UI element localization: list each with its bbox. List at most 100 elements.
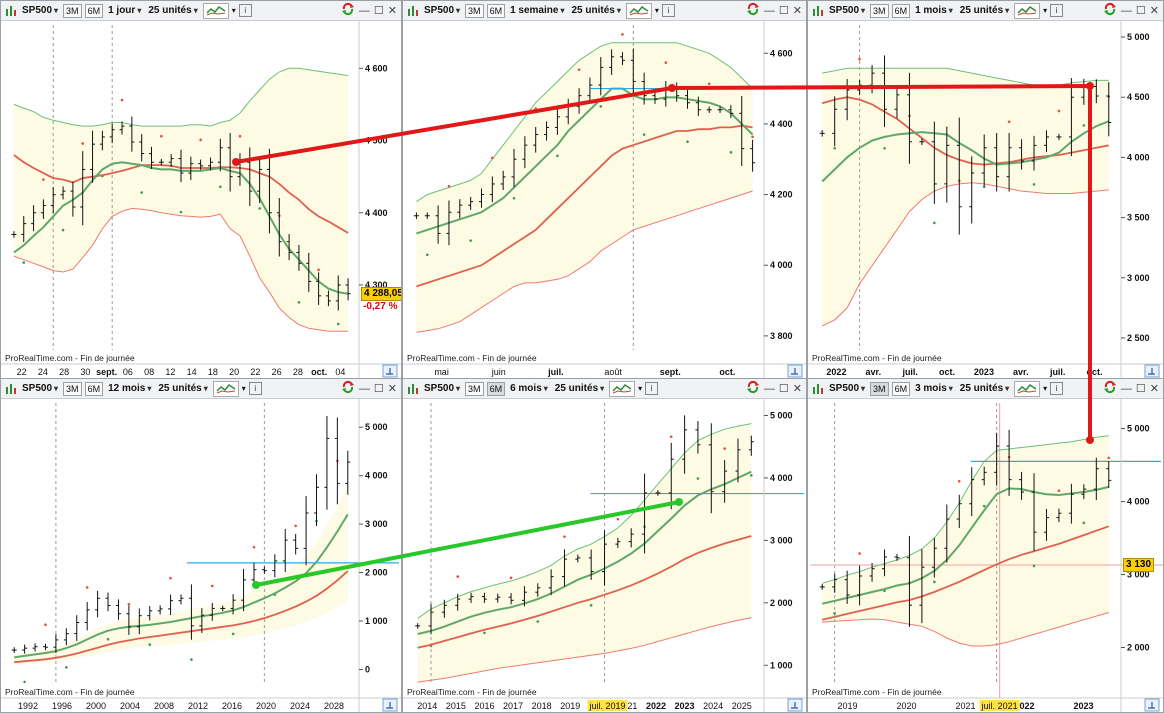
close-icon[interactable]: ✕	[792, 5, 802, 17]
timeframe-3m-button[interactable]: 3M	[870, 3, 889, 18]
close-icon[interactable]: ✕	[792, 383, 802, 395]
bar-chart-type-icon[interactable]	[4, 4, 17, 17]
price-chart[interactable]: 2 000 3 000 4 000 5 000 2019 2020 2021 2022 2023…	[808, 399, 1163, 712]
period-selector[interactable]: 12 mois ▾	[106, 383, 153, 394]
timeframe-3m-button[interactable]: 3M	[465, 381, 484, 396]
refresh-icon[interactable]	[1103, 380, 1117, 397]
minimize-icon[interactable]: —	[358, 382, 370, 395]
chart-panel-weekly[interactable]: SP500 ▾ 3M 6M 1 semaine ▾ 25 unités ▾ ▾ i — ☐ ✕ 3 800…	[402, 0, 807, 379]
maximize-icon[interactable]: ☐	[1135, 5, 1146, 17]
indicators-icon[interactable]	[609, 380, 636, 397]
timeframe-3m-button[interactable]: 3M	[465, 3, 484, 18]
y-axis-tick-label: 1 000	[365, 616, 388, 626]
refresh-icon[interactable]	[746, 380, 760, 397]
refresh-icon[interactable]	[341, 380, 355, 397]
info-icon[interactable]: i	[1050, 4, 1064, 17]
units-selector[interactable]: 25 unités ▾	[156, 383, 209, 394]
refresh-icon[interactable]	[341, 2, 355, 19]
close-icon[interactable]: ✕	[387, 5, 397, 17]
price-chart[interactable]: 4 300 4 400 4 500 4 600 22 24 28 30 sept. 06 08 12 1…	[1, 21, 401, 378]
bar-chart-type-icon[interactable]	[4, 382, 17, 395]
chart-panel-daily[interactable]: SP500 ▾ 3M 6M 1 jour ▾ 25 unités ▾ ▾ i — ☐ ✕ 4 300 4 4…	[0, 0, 402, 379]
info-icon[interactable]: i	[1050, 382, 1064, 395]
timeframe-6m-button[interactable]: 6M	[486, 3, 506, 18]
bar-chart-type-icon[interactable]	[811, 382, 824, 395]
units-selector[interactable]: 25 unités ▾	[553, 383, 606, 394]
symbol-selector[interactable]: SP500 ▾	[422, 383, 462, 394]
chevron-down-icon[interactable]: ▾	[1043, 6, 1048, 15]
chevron-down-icon: ▾	[1005, 384, 1010, 393]
chevron-down-icon[interactable]: ▾	[654, 6, 659, 15]
period-selector[interactable]: 1 semaine ▾	[508, 5, 566, 16]
scroll-to-latest-button[interactable]	[382, 364, 398, 378]
maximize-icon[interactable]: ☐	[778, 383, 789, 395]
period-selector[interactable]: 6 mois ▾	[508, 383, 550, 394]
timeframe-3m-button[interactable]: 3M	[63, 3, 82, 18]
chart-panel-12-months[interactable]: SP500 ▾ 3M 6M 12 mois ▾ 25 unités ▾ ▾ i — ☐ ✕ 0 1 000 2…	[0, 378, 402, 713]
chevron-down-icon[interactable]: ▾	[638, 384, 643, 393]
units-selector[interactable]: 25 unités ▾	[569, 5, 622, 16]
scroll-to-latest-button[interactable]	[1144, 364, 1160, 378]
price-chart[interactable]: 3 800 4 000 4 200 4 400 4 600 mai juin juil. aoû…	[403, 21, 806, 378]
chevron-down-icon[interactable]: ▾	[241, 384, 246, 393]
price-chart[interactable]: 1 000 2 000 3 000 4 000 5 000 2014 2015 2016 201…	[403, 399, 806, 712]
bar-chart-type-icon[interactable]	[406, 4, 419, 17]
scroll-to-latest-button[interactable]	[382, 698, 398, 712]
sar-dot	[1007, 120, 1011, 124]
info-icon[interactable]: i	[661, 4, 675, 17]
symbol-selector[interactable]: SP500 ▾	[422, 5, 462, 16]
refresh-icon[interactable]	[746, 2, 760, 19]
minimize-icon[interactable]: —	[1120, 382, 1132, 395]
maximize-icon[interactable]: ☐	[373, 383, 384, 395]
units-selector[interactable]: 25 unités ▾	[146, 5, 199, 16]
chevron-down-icon[interactable]: ▾	[1043, 384, 1048, 393]
symbol-selector[interactable]: SP500 ▾	[827, 383, 867, 394]
indicators-icon[interactable]	[625, 2, 652, 19]
chart-panel-monthly[interactable]: SP500 ▾ 3M 6M 1 mois ▾ 25 unités ▾ ▾ i — ☐ ✕ 2 500 3 0…	[807, 0, 1164, 379]
indicators-icon[interactable]	[1014, 2, 1041, 19]
units-selector[interactable]: 25 unités ▾	[958, 383, 1011, 394]
timeframe-6m-button[interactable]: 6M	[84, 381, 104, 396]
close-icon[interactable]: ✕	[1149, 5, 1159, 17]
maximize-icon[interactable]: ☐	[373, 5, 384, 17]
ohlc-bar	[919, 138, 925, 146]
units-selector[interactable]: 25 unités ▾	[958, 5, 1011, 16]
minimize-icon[interactable]: —	[1120, 4, 1132, 17]
minimize-icon[interactable]: —	[358, 4, 370, 17]
scroll-to-latest-button[interactable]	[787, 364, 803, 378]
timeframe-3m-button[interactable]: 3M	[870, 381, 889, 396]
timeframe-6m-button[interactable]: 6M	[891, 381, 911, 396]
minimize-icon[interactable]: —	[763, 4, 775, 17]
minimize-icon[interactable]: —	[763, 382, 775, 395]
info-icon[interactable]: i	[645, 382, 659, 395]
indicators-icon[interactable]	[212, 380, 239, 397]
price-chart[interactable]: 2 500 3 000 3 500 4 000 4 500 5 000 2022 avr. ju…	[808, 21, 1163, 378]
chart-panel-3-months[interactable]: SP500 ▾ 3M 6M 3 mois ▾ 25 unités ▾ ▾ i — ☐ ✕ 2 000 3 0…	[807, 378, 1164, 713]
maximize-icon[interactable]: ☐	[1135, 383, 1146, 395]
symbol-selector[interactable]: SP500 ▾	[20, 5, 60, 16]
timeframe-3m-button[interactable]: 3M	[63, 381, 82, 396]
price-chart[interactable]: 0 1 000 2 000 3 000 4 000 5 000 1992 1996 2000 20…	[1, 399, 401, 712]
close-icon[interactable]: ✕	[387, 383, 397, 395]
info-icon[interactable]: i	[248, 382, 262, 395]
timeframe-6m-button[interactable]: 6M	[891, 3, 911, 18]
symbol-selector[interactable]: SP500 ▾	[827, 5, 867, 16]
bar-chart-type-icon[interactable]	[811, 4, 824, 17]
indicators-icon[interactable]	[1014, 380, 1041, 397]
period-selector[interactable]: 1 mois ▾	[913, 5, 955, 16]
period-selector[interactable]: 3 mois ▾	[913, 383, 955, 394]
period-selector[interactable]: 1 jour ▾	[106, 5, 143, 16]
timeframe-6m-button[interactable]: 6M	[486, 381, 506, 396]
timeframe-6m-button[interactable]: 6M	[84, 3, 104, 18]
refresh-icon[interactable]	[1103, 2, 1117, 19]
maximize-icon[interactable]: ☐	[778, 5, 789, 17]
close-icon[interactable]: ✕	[1149, 383, 1159, 395]
chart-panel-6-months[interactable]: SP500 ▾ 3M 6M 6 mois ▾ 25 unités ▾ ▾ i — ☐ ✕ 1 000 2 0…	[402, 378, 807, 713]
bar-chart-type-icon[interactable]	[406, 382, 419, 395]
chevron-down-icon[interactable]: ▾	[231, 6, 236, 15]
info-icon[interactable]: i	[238, 4, 252, 17]
indicators-icon[interactable]	[202, 2, 229, 19]
symbol-selector[interactable]: SP500 ▾	[20, 383, 60, 394]
scroll-to-latest-button[interactable]	[787, 698, 803, 712]
scroll-to-latest-button[interactable]	[1144, 698, 1160, 712]
